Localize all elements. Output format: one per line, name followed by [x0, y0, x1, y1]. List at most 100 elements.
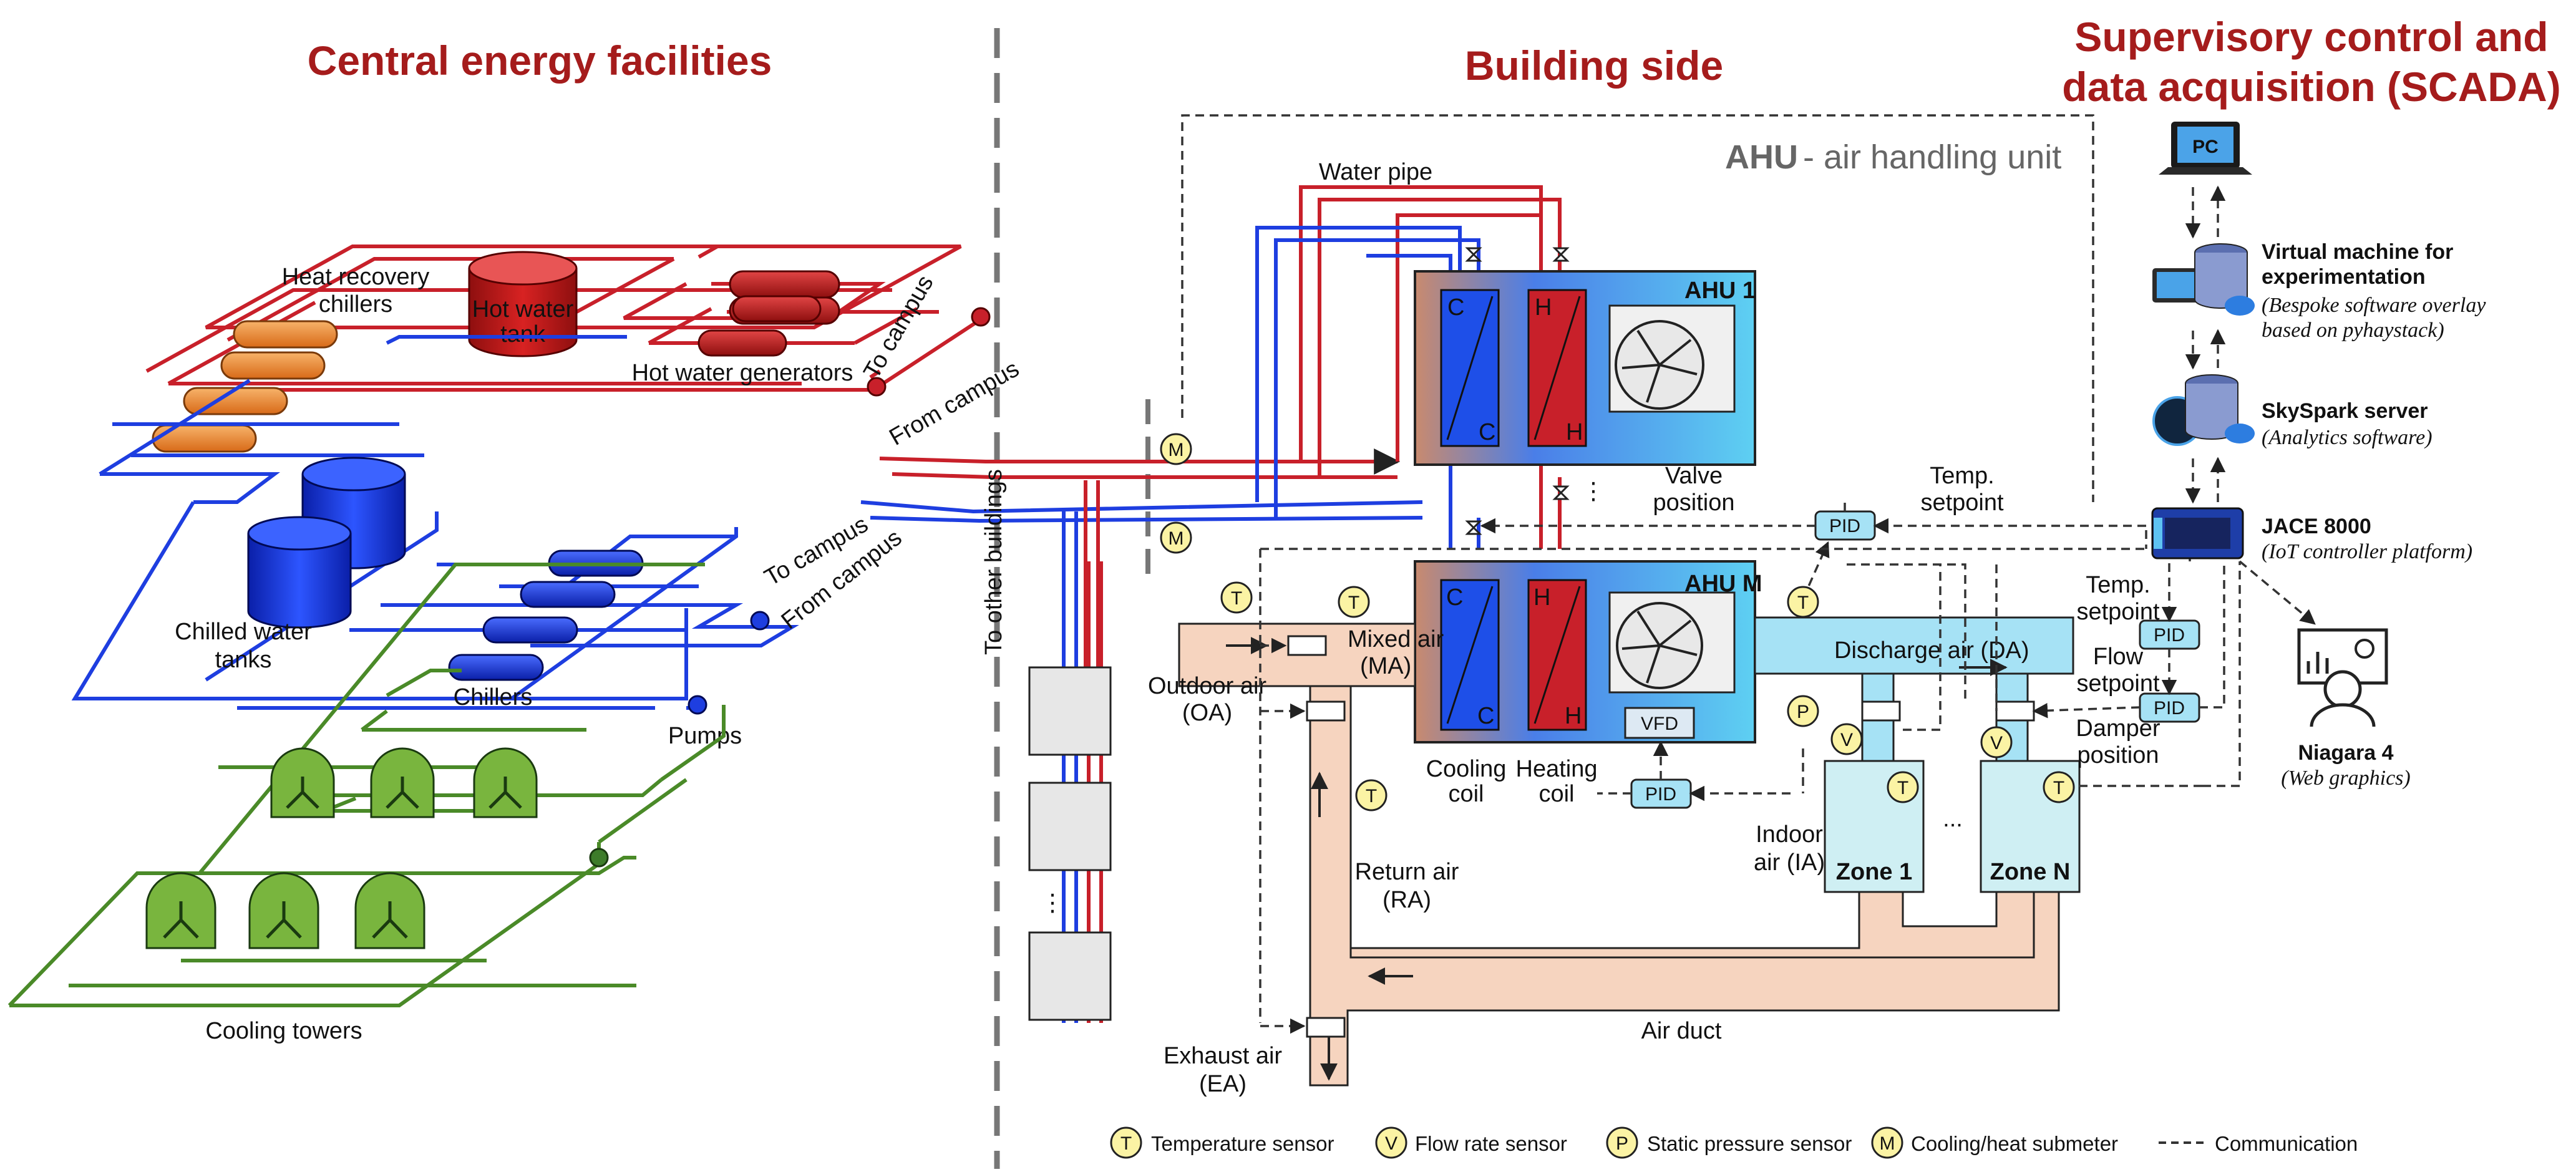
- heating-coil-label-1: Heating: [1516, 756, 1598, 782]
- legend-pressure: Static pressure sensor: [1647, 1132, 1852, 1155]
- air-duct-label: Air duct: [1641, 1018, 1722, 1044]
- jace-controller-icon: [2151, 507, 2244, 559]
- ahu1-c-top: C: [1447, 294, 1464, 321]
- ahum-c-bottom: C: [1477, 703, 1494, 729]
- chillers: [448, 550, 644, 681]
- chillers-label: Chillers: [454, 684, 533, 710]
- valve-ellipsis: ⋮: [1582, 478, 1605, 505]
- t-sensor-label-1: T: [1231, 588, 1242, 609]
- chilled-water-tanks: [247, 457, 406, 629]
- hot-water-pump-icon: [971, 307, 991, 327]
- cooling-coil-label-1: Cooling: [1426, 756, 1507, 782]
- vm-title-1: Virtual machine for: [2262, 240, 2453, 264]
- ahu1-c-bottom: C: [1479, 419, 1495, 445]
- t-sensor-label-2: T: [1348, 593, 1359, 613]
- ahu-m: [1414, 560, 1756, 743]
- legend-temperature: Temperature sensor: [1151, 1132, 1334, 1155]
- ahu1-label: AHU 1: [1684, 278, 1756, 304]
- hot-water-generators-label: Hot water generators: [632, 360, 853, 386]
- hot-water-generators: [697, 270, 840, 357]
- skyspark-title: SkySpark server: [2262, 399, 2428, 423]
- legend-t-symbol: T: [1120, 1133, 1132, 1154]
- central-header: Central energy facilities: [308, 37, 772, 84]
- zones-ellipsis: ...: [1943, 806, 1963, 832]
- chilled-water-loop: [71, 335, 799, 710]
- chilled-water-tanks-label-2: tanks: [215, 647, 272, 673]
- temp-setpoint2-label-1: Temp.: [2086, 572, 2150, 598]
- cooling-towers-label: Cooling towers: [205, 1018, 362, 1044]
- t-sensor-label-3: T: [1366, 786, 1377, 806]
- vfd-label: VFD: [1641, 714, 1678, 734]
- temp-setpoint-label-1: Temp.: [1930, 463, 1994, 489]
- indoor-air-label-1: Indoor: [1756, 821, 1823, 848]
- cooling-coil-label-2: coil: [1448, 781, 1484, 807]
- valve-position-label-2: position: [1653, 490, 1735, 516]
- exhaust-air-label-2: (EA): [1199, 1071, 1247, 1097]
- flow-setpoint-label-1: Flow: [2093, 644, 2144, 670]
- scada-comm-lines: [2145, 185, 2316, 625]
- communication-lines: [1259, 499, 2241, 1034]
- legend-flow: Flow rate sensor: [1415, 1132, 1567, 1155]
- p-sensor-label: P: [1797, 702, 1809, 722]
- t-sensor-label-4: T: [1797, 593, 1809, 613]
- m-sensor-label-1: M: [1169, 440, 1184, 460]
- pid-label-4: PID: [2154, 698, 2185, 719]
- ahu-title-bold: AHU: [1725, 138, 1798, 176]
- skyspark-sub: (Analytics software): [2262, 426, 2433, 449]
- outdoor-air-label-2: (OA): [1182, 700, 1232, 726]
- heat-recovery-chillers: [152, 320, 338, 453]
- other-sensors: [1160, 433, 2013, 758]
- other-buildings: [1028, 666, 1112, 1021]
- pid-label-2: PID: [1645, 784, 1676, 805]
- return-air-label-2: (RA): [1383, 887, 1431, 913]
- water-pipe-label: Water pipe: [1319, 159, 1432, 185]
- jace-title: JACE 8000: [2262, 515, 2371, 538]
- t-sensor-label-6: T: [2053, 778, 2064, 798]
- chilled-water-pump-icon: [750, 611, 770, 631]
- buildings-vdots: ⋮: [1041, 890, 1064, 916]
- return-air-label-1: Return air: [1355, 859, 1459, 885]
- valves: [1465, 247, 1570, 535]
- damper-position-label-2: position: [2078, 742, 2159, 768]
- vm-icon: [2152, 243, 2255, 316]
- mixed-air-label-1: Mixed air: [1348, 626, 1444, 652]
- discharge-air-label: Discharge air (DA): [1834, 637, 2029, 664]
- cooling-towers: [145, 747, 538, 949]
- legend-p-symbol: P: [1616, 1133, 1628, 1154]
- ahu-1: [1414, 270, 1756, 466]
- exhaust-air-label-1: Exhaust air: [1164, 1043, 1282, 1069]
- ahu-comm-frame: [1181, 114, 2094, 502]
- legend-submeter: Cooling/heat submeter: [1911, 1132, 2118, 1155]
- heating-coil-label-2: coil: [1538, 781, 1574, 807]
- legend: [1110, 1126, 2205, 1159]
- outdoor-air-label-1: Outdoor air: [1148, 673, 1266, 699]
- pid-label-3: PID: [2154, 625, 2185, 646]
- legend-v-symbol: V: [1385, 1133, 1397, 1154]
- zonen-label: Zone N: [1990, 859, 2071, 885]
- to-other-buildings-label: To other buildings: [981, 469, 1007, 655]
- zone1-label: Zone 1: [1836, 859, 1912, 885]
- pc-icon: [2159, 122, 2252, 175]
- valve-position-label-1: Valve: [1665, 463, 1723, 489]
- mixed-air-label-2: (MA): [1360, 653, 1411, 679]
- scada-header-line2: data acquisition (SCADA): [2062, 64, 2560, 110]
- pc-label: PC: [2192, 137, 2219, 157]
- skyspark-icon: [2152, 374, 2255, 446]
- heat-recovery-label-1: Heat recovery: [282, 264, 430, 290]
- indoor-air-label-2: air (IA): [1754, 850, 1825, 876]
- ahum-h-bottom: H: [1565, 703, 1582, 729]
- building-header: Building side: [1465, 42, 1723, 89]
- niagara-title: Niagara 4: [2298, 741, 2393, 765]
- legend-m-symbol: M: [1880, 1133, 1895, 1154]
- ahum-label: AHU M: [1684, 571, 1762, 597]
- condenser-pump-icon: [589, 848, 609, 868]
- chilled-water-return-pump-icon: [688, 695, 707, 715]
- v-sensor-label-1: V: [1840, 730, 1853, 750]
- pid-label-1: PID: [1829, 516, 1860, 536]
- pumps-label: Pumps: [668, 723, 742, 749]
- flow-setpoint-label-2: setpoint: [2076, 671, 2160, 697]
- air-flow-arrows: [1226, 637, 2008, 1081]
- ahum-h-top: H: [1533, 584, 1550, 611]
- niagara-sub: (Web graphics): [2281, 767, 2410, 790]
- ahum-c-top: C: [1446, 584, 1463, 611]
